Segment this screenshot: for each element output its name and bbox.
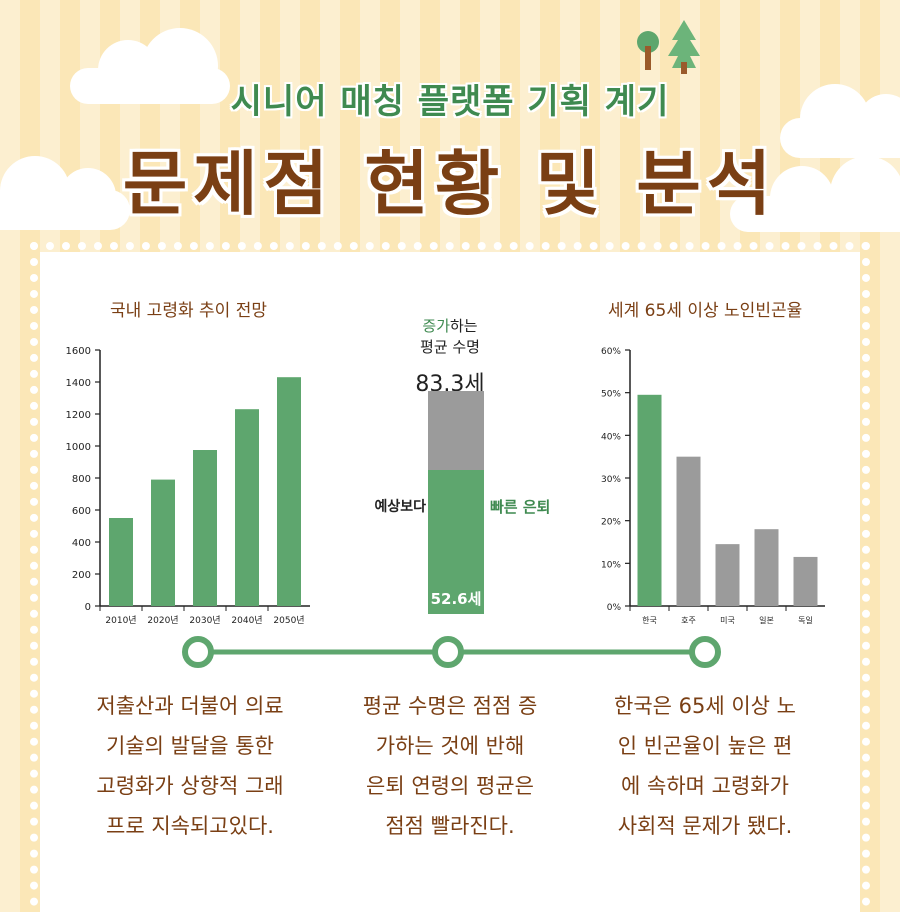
description-line: 평균 수명은 점점 증 bbox=[362, 694, 538, 718]
bar bbox=[277, 377, 301, 606]
y-tick-label: 20% bbox=[601, 518, 621, 528]
timeline-node bbox=[182, 636, 214, 668]
x-tick-label: 2050년 bbox=[273, 615, 304, 626]
bar bbox=[193, 450, 217, 606]
description-line: 기술의 발달을 통한 bbox=[106, 734, 274, 758]
x-tick-label: 미국 bbox=[720, 616, 735, 625]
bar bbox=[637, 394, 662, 606]
x-tick-label: 한국 bbox=[642, 616, 657, 625]
y-tick-label: 800 bbox=[72, 474, 91, 485]
chart-title-aging: 국내 고령화 추이 전망 bbox=[110, 301, 267, 321]
bar bbox=[715, 544, 740, 606]
life-expectancy-question: 증가하는 평균 수명 bbox=[390, 316, 510, 358]
y-tick-label: 1400 bbox=[66, 378, 91, 389]
left-note: 예상보다 bbox=[374, 499, 426, 515]
retirement-age-label: 52.6세 bbox=[430, 590, 482, 608]
x-tick-label: 독일 bbox=[798, 616, 813, 625]
y-tick-label: 50% bbox=[601, 390, 621, 400]
description-poverty: 한국은 65세 이상 노 인 빈곤율이 높은 편 에 속하며 고령화가 사회적 … bbox=[580, 686, 830, 846]
timeline-node bbox=[689, 636, 721, 668]
cloud-decoration bbox=[0, 156, 130, 230]
aging-bar-chart: 0 200 400 600 800 1000 1200 1400 1600 2010년 2020년 2… bbox=[66, 346, 310, 626]
x-tick-label: 호주 bbox=[681, 616, 696, 625]
retirement-bar bbox=[428, 470, 484, 614]
right-note: 빠른 은퇴 bbox=[490, 498, 551, 516]
bar bbox=[676, 456, 701, 606]
description-line: 프로 지속되고있다. bbox=[106, 814, 274, 838]
description-line: 한국은 65세 이상 노 bbox=[614, 694, 796, 718]
poverty-bar-chart: 0% 10% 20% 30% 40% 50% 60% 한국 호주 미국 일본 독일 bbox=[601, 347, 825, 625]
description-life: 평균 수명은 점점 증 가하는 것에 반해 은퇴 연령의 평균은 점점 빨라진다… bbox=[325, 686, 575, 846]
trees-icon bbox=[637, 20, 700, 74]
x-tick-label: 일본 bbox=[759, 616, 774, 625]
life-title-highlight: 증가 bbox=[422, 317, 450, 335]
x-tick-label: 2030년 bbox=[189, 615, 220, 626]
description-line: 사회적 문제가 됐다. bbox=[617, 814, 793, 838]
y-tick-label: 10% bbox=[601, 560, 621, 570]
chart-title-poverty: 세계 65세 이상 노인빈곤율 bbox=[608, 301, 803, 321]
y-tick-label: 1200 bbox=[66, 410, 91, 421]
page-subtitle: 시니어 매칭 플랫폼 기획 계기 bbox=[230, 82, 670, 122]
page-title: 문제점 현황 및 분석 bbox=[122, 143, 778, 225]
life-title-rest: 하는 bbox=[450, 317, 478, 335]
y-tick-label: 600 bbox=[72, 506, 91, 517]
y-tick-label: 1600 bbox=[66, 346, 91, 357]
description-line: 인 빈곤율이 높은 편 bbox=[617, 734, 793, 758]
y-tick-label: 400 bbox=[72, 538, 91, 549]
y-tick-label: 200 bbox=[72, 570, 91, 581]
bar bbox=[754, 529, 779, 606]
description-line: 가하는 것에 반해 bbox=[375, 734, 525, 758]
timeline-connector bbox=[182, 636, 721, 668]
y-tick-label: 1000 bbox=[66, 442, 91, 453]
x-tick-label: 2010년 bbox=[105, 615, 136, 626]
life-title-line2: 평균 수명 bbox=[420, 338, 480, 356]
cloud-decoration bbox=[70, 28, 230, 104]
description-aging: 저출산과 더불어 의료 기술의 발달을 통한 고령화가 상향적 그래 프로 지속… bbox=[65, 686, 315, 846]
y-tick-label: 60% bbox=[601, 347, 621, 357]
x-tick-label: 2020년 bbox=[147, 615, 178, 626]
bar bbox=[235, 409, 259, 606]
description-line: 은퇴 연령의 평균은 bbox=[366, 774, 534, 798]
description-line: 고령화가 상향적 그래 bbox=[96, 774, 284, 798]
bar bbox=[151, 479, 175, 606]
description-line: 저출산과 더불어 의료 bbox=[96, 694, 284, 718]
cloud-decoration bbox=[730, 156, 900, 232]
cloud-decoration bbox=[780, 84, 900, 158]
description-line: 에 속하며 고령화가 bbox=[621, 774, 789, 798]
x-tick-label: 2040년 bbox=[231, 615, 262, 626]
life-span-bar bbox=[428, 391, 484, 470]
y-tick-label: 30% bbox=[601, 475, 621, 485]
y-tick-label: 0% bbox=[607, 603, 622, 613]
bar bbox=[109, 518, 133, 606]
y-tick-label: 40% bbox=[601, 432, 621, 442]
description-line: 점점 빨라진다. bbox=[385, 814, 515, 838]
timeline-node bbox=[432, 636, 464, 668]
bar bbox=[793, 556, 818, 606]
y-tick-label: 0 bbox=[85, 602, 91, 613]
